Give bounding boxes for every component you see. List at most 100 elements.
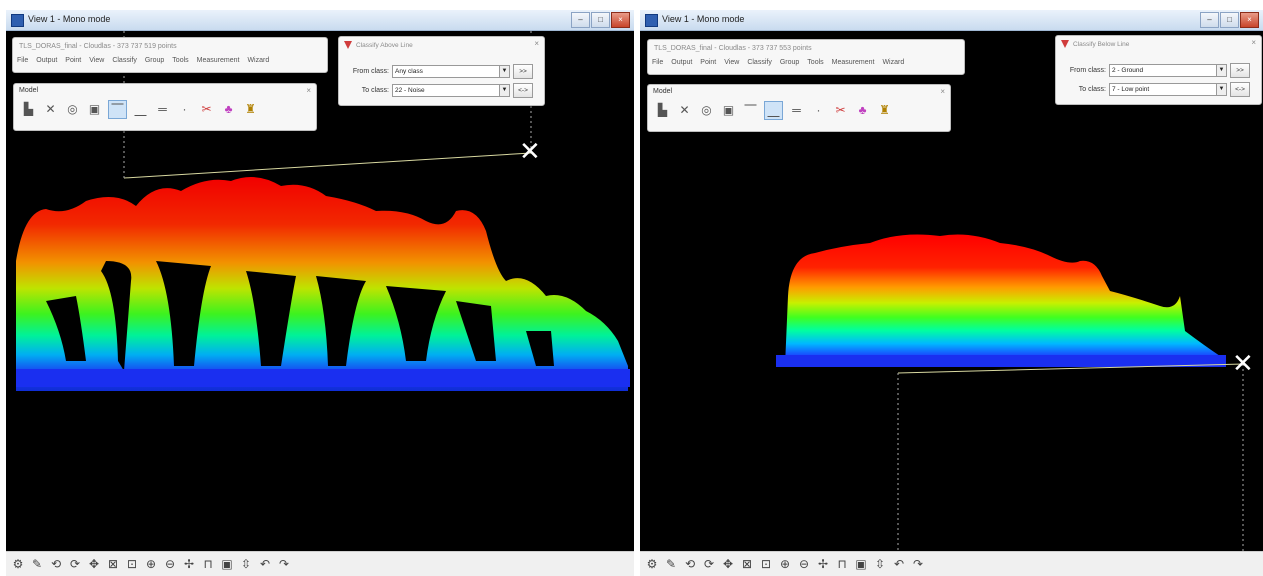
zoom-window-icon[interactable]: ⊡	[760, 557, 772, 571]
menu-classify[interactable]: Classify	[747, 59, 772, 66]
square-tool-icon[interactable]: ▣	[722, 103, 735, 117]
box-icon[interactable]: ⊓	[203, 557, 213, 571]
menu-group[interactable]: Group	[144, 57, 165, 64]
minimize-button[interactable]: –	[571, 12, 590, 28]
line-above-icon[interactable]: ⎺	[108, 100, 127, 119]
to-class-select[interactable]: 7 - Low point ▼	[1109, 83, 1227, 96]
point-icon[interactable]: ·	[182, 102, 187, 116]
zoom-in-icon[interactable]: ⊕	[145, 557, 157, 571]
pick-icon[interactable]: ✢	[183, 557, 195, 571]
undo-icon[interactable]: ↶	[893, 557, 905, 571]
screen-icon[interactable]: ▣	[855, 557, 867, 571]
pick-icon[interactable]: ✢	[817, 557, 829, 571]
scissors-icon[interactable]: ✂	[835, 103, 846, 117]
square-tool-icon[interactable]: ▣	[88, 102, 101, 116]
rotate-icon[interactable]: ⟲	[684, 557, 696, 571]
chevron-down-icon[interactable]: ▼	[499, 85, 509, 96]
rotate-2-icon[interactable]: ⟳	[703, 557, 715, 571]
menu-measurement[interactable]: Measurement	[831, 59, 875, 66]
zoom-out-icon[interactable]: ⊖	[798, 557, 810, 571]
circle-tool-icon[interactable]: ◎	[67, 102, 78, 116]
cross-section-icon[interactable]: ✕	[679, 103, 690, 117]
fit-icon[interactable]: ⊠	[107, 557, 119, 571]
pen-icon[interactable]: ✎	[665, 557, 677, 571]
left-view-window: View 1 - Mono mode – □ ×	[6, 10, 634, 576]
fit-icon[interactable]: ⊠	[741, 557, 753, 571]
swap-button[interactable]: <->	[513, 83, 533, 98]
line-section-icon[interactable]: ═	[792, 103, 801, 117]
menu-file[interactable]: File	[17, 57, 29, 64]
from-class-select[interactable]: 2 - Ground ▼	[1109, 64, 1227, 77]
redo-icon[interactable]: ↷	[912, 557, 924, 571]
undo-icon[interactable]: ↶	[259, 557, 271, 571]
menu-wizard[interactable]: Wizard	[247, 57, 270, 64]
rotate-2-icon[interactable]: ⟳	[69, 557, 81, 571]
line-below-icon[interactable]: ⎽	[764, 101, 783, 120]
line-section-icon[interactable]: ═	[158, 102, 167, 116]
right-line-end-marker[interactable]: ✕	[1232, 349, 1254, 379]
line-above-icon[interactable]: ⎺	[744, 103, 757, 117]
redo-icon[interactable]: ↷	[278, 557, 290, 571]
scissors-icon[interactable]: ✂	[201, 102, 212, 116]
paint-brush-icon[interactable]: ♜	[879, 103, 890, 117]
chevron-down-icon[interactable]: ▼	[499, 66, 509, 77]
model-close-icon[interactable]: ×	[306, 86, 311, 95]
tree-icon[interactable]: ♣	[858, 103, 867, 117]
model-close-icon[interactable]: ×	[940, 87, 945, 96]
paint-brush-icon[interactable]: ♜	[245, 102, 256, 116]
rotate-icon[interactable]: ⟲	[50, 557, 62, 571]
menu-file[interactable]: File	[652, 59, 664, 66]
pan-icon[interactable]: ✥	[88, 557, 100, 571]
tree-icon[interactable]: ♣	[224, 102, 233, 116]
zoom-out-icon[interactable]: ⊖	[164, 557, 176, 571]
classify-close-icon[interactable]: ×	[534, 39, 539, 48]
maximize-button[interactable]: □	[591, 12, 610, 28]
menu-classify[interactable]: Classify	[112, 57, 137, 64]
close-button[interactable]: ×	[1240, 12, 1259, 28]
menu-tools[interactable]: Tools	[807, 59, 824, 66]
close-button[interactable]: ×	[611, 12, 630, 28]
pen-icon[interactable]: ✎	[31, 557, 43, 571]
cross-section-icon[interactable]: ✕	[45, 102, 56, 116]
menu-tools[interactable]: Tools	[172, 57, 189, 64]
menu-view[interactable]: View	[89, 57, 105, 64]
apply-button[interactable]: >>	[1230, 63, 1250, 78]
classify-close-icon[interactable]: ×	[1251, 38, 1256, 47]
minimize-button[interactable]: –	[1200, 12, 1219, 28]
pan-icon[interactable]: ✥	[722, 557, 734, 571]
measure-icon[interactable]: ⇳	[240, 557, 252, 571]
menu-measurement[interactable]: Measurement	[196, 57, 240, 64]
maximize-button[interactable]: □	[1220, 12, 1239, 28]
left-point-cloud-canvas[interactable]: ✕	[6, 31, 634, 552]
from-class-select[interactable]: Any class ▼	[392, 65, 510, 78]
menu-wizard[interactable]: Wizard	[882, 59, 905, 66]
left-line-end-marker[interactable]: ✕	[519, 137, 541, 167]
left-view-titlebar[interactable]: View 1 - Mono mode – □ ×	[6, 10, 634, 31]
settings-icon[interactable]: ⚙	[646, 557, 658, 571]
right-view-titlebar[interactable]: View 1 - Mono mode – □ ×	[640, 10, 1263, 31]
right-point-cloud-canvas[interactable]: ✕	[640, 31, 1263, 552]
menu-output[interactable]: Output	[36, 57, 58, 64]
swap-button[interactable]: <->	[1230, 82, 1250, 97]
point-icon[interactable]: ·	[816, 103, 821, 117]
chevron-down-icon[interactable]: ▼	[1216, 84, 1226, 95]
menu-output[interactable]: Output	[671, 59, 693, 66]
zoom-window-icon[interactable]: ⊡	[126, 557, 138, 571]
line-below-icon[interactable]: ⎽	[134, 102, 147, 116]
model-icon[interactable]: ▙	[657, 103, 668, 117]
circle-tool-icon[interactable]: ◎	[701, 103, 712, 117]
to-class-select[interactable]: 22 - Noise ▼	[392, 84, 510, 97]
box-icon[interactable]: ⊓	[837, 557, 847, 571]
right-hedge-points	[785, 234, 1224, 366]
menu-point[interactable]: Point	[65, 57, 82, 64]
menu-point[interactable]: Point	[700, 59, 717, 66]
menu-view[interactable]: View	[724, 59, 740, 66]
apply-button[interactable]: >>	[513, 64, 533, 79]
menu-group[interactable]: Group	[779, 59, 800, 66]
model-icon[interactable]: ▙	[23, 102, 34, 116]
settings-icon[interactable]: ⚙	[12, 557, 24, 571]
measure-icon[interactable]: ⇳	[874, 557, 886, 571]
zoom-in-icon[interactable]: ⊕	[779, 557, 791, 571]
screen-icon[interactable]: ▣	[221, 557, 233, 571]
chevron-down-icon[interactable]: ▼	[1216, 65, 1226, 76]
